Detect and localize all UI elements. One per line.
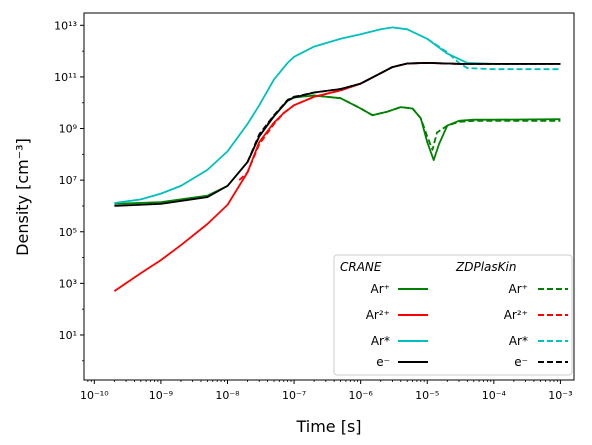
legend-label-crane-ar2plus: Ar²⁺ (366, 308, 390, 322)
tick-layer: 10⁻¹⁰ 10⁻⁹ 10⁻⁸ 10⁻⁷ 10⁻⁶ 10⁻⁵ 10⁻⁴ 10⁻³ 10¹ 10³ 1… (54, 19, 572, 402)
legend-label-crane-arplus: Ar⁺ (371, 282, 390, 296)
series-layer (113, 26, 561, 292)
x-tick-label-2: 10⁻⁸ (215, 389, 240, 402)
legend-label-crane-arstar: Ar* (371, 334, 390, 348)
x-tick-label-6: 10⁻⁴ (482, 389, 507, 402)
x-tick-label-7: 10⁻³ (548, 389, 572, 402)
series-line-zdp-arstar (426, 38, 561, 71)
y-tick-label-0: 10¹ (59, 329, 77, 342)
y-tick-label-4: 10⁹ (59, 123, 77, 136)
legend: CRANE ZDPlasKin Ar⁺ Ar²⁺ Ar* e⁻ Ar⁺ Ar²⁺… (333, 254, 573, 376)
y-tick-label-2: 10⁵ (59, 226, 77, 239)
legend-title-zdplaskin: ZDPlasKin (455, 260, 516, 274)
legend-title-crane: CRANE (340, 260, 382, 274)
legend-label-zdp-arstar: Ar* (509, 334, 528, 348)
y-tick-label-1: 10³ (59, 277, 77, 290)
plot-frame (83, 12, 575, 381)
x-tick-label-1: 10⁻⁹ (149, 389, 173, 402)
y-tick-label-6: 10¹³ (54, 19, 77, 32)
x-tick-label-5: 10⁻⁵ (415, 389, 439, 402)
x-tick-label-4: 10⁻⁶ (349, 389, 374, 402)
legend-label-zdp-electron: e⁻ (514, 355, 528, 369)
legend-label-zdp-ar2plus: Ar²⁺ (504, 308, 528, 322)
legend-box (333, 254, 573, 376)
x-tick-label-0: 10⁻¹⁰ (80, 389, 109, 402)
y-tick-label-3: 10⁷ (59, 174, 77, 187)
x-tick-label-3: 10⁻⁷ (282, 389, 306, 402)
series-line-zdp-electron (246, 62, 561, 163)
legend-label-zdp-arplus: Ar⁺ (509, 282, 528, 296)
legend-label-crane-electron: e⁻ (376, 355, 390, 369)
y-axis-label: Density [cm⁻³] (13, 138, 32, 256)
x-axis-label: Time [s] (295, 417, 361, 436)
y-tick-label-5: 10¹¹ (54, 71, 77, 84)
